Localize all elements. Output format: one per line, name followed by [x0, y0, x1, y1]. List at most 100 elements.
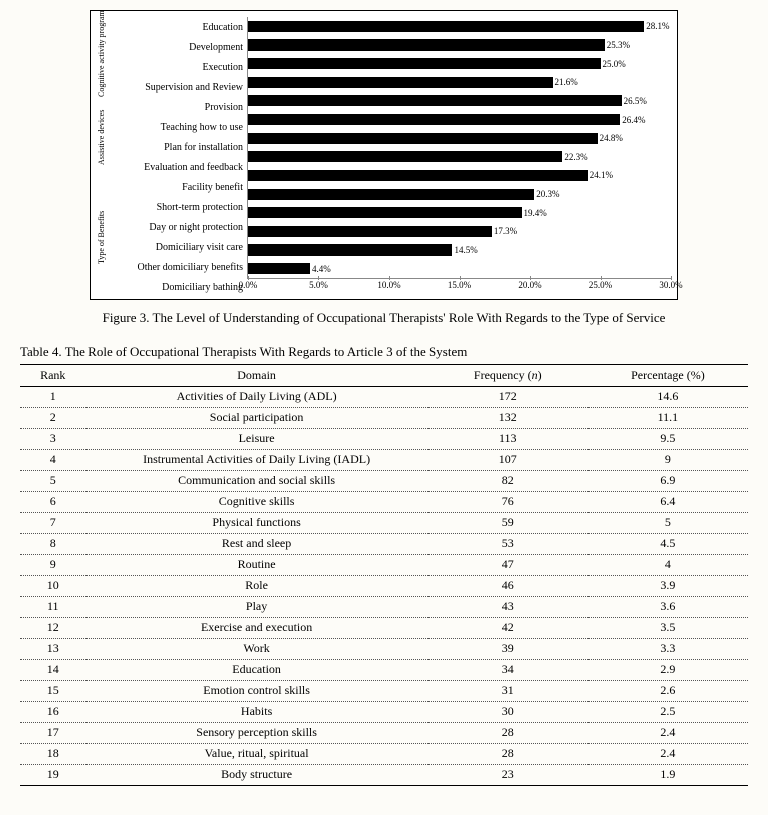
cell-rank: 6: [20, 491, 86, 512]
y-label: Other domiciliary benefits: [117, 257, 247, 277]
table-row: 11Play433.6: [20, 596, 748, 617]
y-label: Execution: [117, 57, 247, 77]
table-row: 3Leisure1139.5: [20, 428, 748, 449]
bar: [248, 39, 605, 50]
cell-pct: 3.5: [588, 617, 748, 638]
table-row: 18Value, ritual, spiritual282.4: [20, 743, 748, 764]
cell-freq: 34: [428, 659, 588, 680]
table-row: 9Routine474: [20, 554, 748, 575]
y-label: Teaching how to use: [117, 117, 247, 137]
group-label: Assistive devices: [97, 97, 106, 177]
bar-row: 24.1%: [248, 166, 671, 185]
cell-rank: 1: [20, 386, 86, 407]
table-row: 7Physical functions595: [20, 512, 748, 533]
cell-freq: 39: [428, 638, 588, 659]
cell-pct: 1.9: [588, 764, 748, 785]
bar-row: 22.3%: [248, 147, 671, 166]
group-label: Type of Benefits: [97, 177, 106, 297]
cell-freq: 172: [428, 386, 588, 407]
bar: [248, 189, 534, 200]
cell-rank: 3: [20, 428, 86, 449]
y-label: Supervision and Review: [117, 77, 247, 97]
y-label: Plan for installation: [117, 137, 247, 157]
bar: [248, 170, 588, 181]
bars-container: 28.1%25.3%25.0%21.6%26.5%26.4%24.8%22.3%…: [248, 17, 671, 278]
header-rank: Rank: [20, 364, 86, 386]
cell-rank: 16: [20, 701, 86, 722]
cell-domain: Exercise and execution: [86, 617, 428, 638]
cell-rank: 13: [20, 638, 86, 659]
cell-freq: 23: [428, 764, 588, 785]
bar: [248, 226, 492, 237]
cell-pct: 4: [588, 554, 748, 575]
bar-row: 25.0%: [248, 54, 671, 73]
bar-value-label: 19.4%: [524, 208, 547, 218]
cell-domain: Habits: [86, 701, 428, 722]
bar: [248, 77, 553, 88]
header-domain: Domain: [86, 364, 428, 386]
cell-domain: Instrumental Activities of Daily Living …: [86, 449, 428, 470]
cell-pct: 5: [588, 512, 748, 533]
bar: [248, 151, 562, 162]
table-row: 2Social participation13211.1: [20, 407, 748, 428]
table-row: 8Rest and sleep534.5: [20, 533, 748, 554]
bar-value-label: 20.3%: [536, 189, 559, 199]
group-label: Cognitive activity program: [97, 17, 106, 97]
cell-pct: 2.5: [588, 701, 748, 722]
x-axis-ticks: 0.0%5.0%10.0%15.0%20.0%25.0%30.0%: [248, 280, 671, 294]
bar-value-label: 25.3%: [607, 40, 630, 50]
cell-domain: Routine: [86, 554, 428, 575]
cell-freq: 28: [428, 743, 588, 764]
y-label: Evaluation and feedback: [117, 157, 247, 177]
bar-row: 25.3%: [248, 36, 671, 55]
cell-domain: Activities of Daily Living (ADL): [86, 386, 428, 407]
bar-row: 20.3%: [248, 185, 671, 204]
x-tick-label: 5.0%: [309, 280, 328, 290]
y-label: Provision: [117, 97, 247, 117]
cell-freq: 42: [428, 617, 588, 638]
data-table: Rank Domain Frequency (n) Percentage (%)…: [20, 364, 748, 786]
y-category-labels: EducationDevelopmentExecutionSupervision…: [117, 17, 247, 297]
cell-rank: 5: [20, 470, 86, 491]
cell-rank: 15: [20, 680, 86, 701]
cell-domain: Play: [86, 596, 428, 617]
y-label: Development: [117, 37, 247, 57]
cell-freq: 46: [428, 575, 588, 596]
bar-value-label: 22.3%: [564, 152, 587, 162]
table-row: 5Communication and social skills826.9: [20, 470, 748, 491]
cell-pct: 2.9: [588, 659, 748, 680]
table-row: 15Emotion control skills312.6: [20, 680, 748, 701]
cell-pct: 2.4: [588, 722, 748, 743]
y-label: Education: [117, 17, 247, 37]
cell-pct: 11.1: [588, 407, 748, 428]
cell-freq: 132: [428, 407, 588, 428]
bar-value-label: 24.8%: [600, 133, 623, 143]
cell-pct: 9: [588, 449, 748, 470]
bar: [248, 133, 598, 144]
cell-rank: 9: [20, 554, 86, 575]
cell-pct: 6.4: [588, 491, 748, 512]
table-row: 14Education342.9: [20, 659, 748, 680]
table-row: 10Role463.9: [20, 575, 748, 596]
table-row: 19Body structure231.9: [20, 764, 748, 785]
cell-freq: 82: [428, 470, 588, 491]
table-header-row: Rank Domain Frequency (n) Percentage (%): [20, 364, 748, 386]
bar-row: 19.4%: [248, 203, 671, 222]
bar-chart: Cognitive activity programAssistive devi…: [90, 10, 678, 300]
bar: [248, 114, 620, 125]
table-row: 12Exercise and execution423.5: [20, 617, 748, 638]
table-caption: Table 4. The Role of Occupational Therap…: [20, 344, 748, 360]
bar-value-label: 26.5%: [624, 96, 647, 106]
cell-freq: 30: [428, 701, 588, 722]
cell-domain: Sensory perception skills: [86, 722, 428, 743]
cell-domain: Communication and social skills: [86, 470, 428, 491]
cell-freq: 59: [428, 512, 588, 533]
header-percentage: Percentage (%): [588, 364, 748, 386]
cell-freq: 107: [428, 449, 588, 470]
y-label: Domiciliary bathing: [117, 277, 247, 297]
table-row: 17Sensory perception skills282.4: [20, 722, 748, 743]
cell-rank: 8: [20, 533, 86, 554]
bar-row: 21.6%: [248, 73, 671, 92]
x-tick-label: 30.0%: [659, 280, 682, 290]
cell-freq: 43: [428, 596, 588, 617]
